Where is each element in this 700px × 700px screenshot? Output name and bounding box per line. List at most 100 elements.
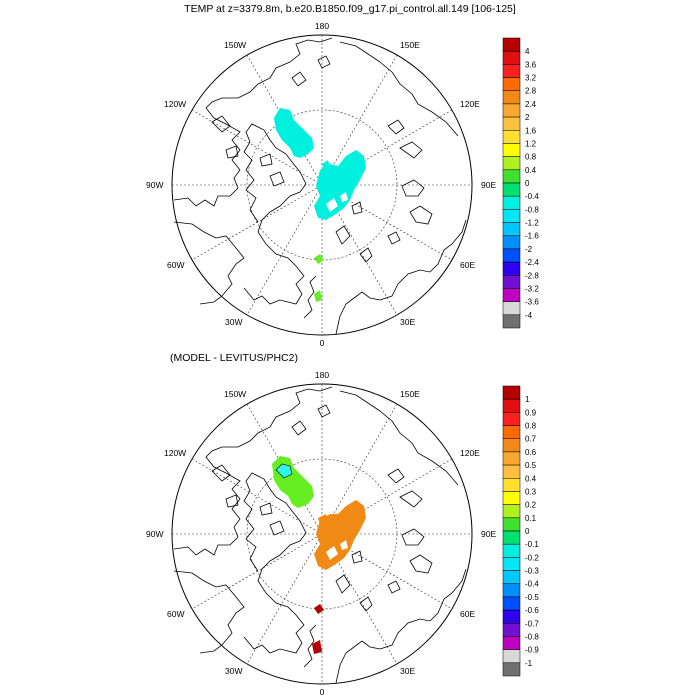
top-colorbar-swatch-6 (502, 116, 521, 131)
top-colorbar-swatch-3 (502, 77, 521, 91)
bottom-colorbar-swatch-21 (502, 662, 521, 677)
top-colorbar-swatch-17 (502, 261, 521, 276)
bottom-panel: (MODEL - LEVITUS/PHC2) (146, 352, 539, 697)
top-colorbar-label-11: -0.4 (525, 192, 539, 201)
top-lon-150e: 150E (400, 40, 420, 50)
top-colorbar-swatch-4 (502, 90, 521, 105)
bottom-patch-cyan-center (275, 463, 293, 479)
bottom-colorbar-swatch-1 (502, 398, 521, 413)
top-lon-labels: 180 0 90W 90E 150W 120W 150E 120E 60W 30… (146, 21, 496, 348)
top-colorbar-label-15: -2 (525, 245, 533, 254)
top-colorbar-swatch-7 (502, 130, 521, 144)
bottom-colorbar-swatch-20 (502, 649, 521, 664)
bottom-colorbar-swatch-10 (502, 517, 521, 532)
top-colorbar-label-10: 0 (525, 179, 530, 188)
bottom-colorbar-label-6: 0.4 (525, 474, 537, 483)
bottom-data-patches (272, 456, 366, 654)
top-colorbar-swatch-21 (502, 314, 521, 329)
bottom-colorbar-label-20: -1 (525, 659, 533, 668)
bottom-colorbar-label-12: -0.2 (525, 553, 539, 562)
bottom-colorbar-label-3: 0.7 (525, 435, 537, 444)
bottom-colorbar-swatch-7 (502, 478, 521, 492)
top-colorbar-swatch-2 (502, 64, 521, 78)
top-colorbar-swatch-20 (502, 301, 521, 316)
top-colorbar-label-12: -0.8 (525, 205, 539, 214)
bottom-lon-30e: 30E (400, 666, 415, 676)
bottom-lon-0: 0 (320, 687, 325, 697)
top-colorbar-swatch-18 (502, 275, 521, 289)
top-patch-white-hole-1 (326, 198, 338, 212)
bottom-lon-60w: 60W (167, 609, 184, 619)
top-colorbar-label-8: 0.8 (525, 153, 537, 162)
bottom-colorbar-swatch-16 (502, 596, 521, 611)
top-colorbar-label-4: 2.4 (525, 100, 537, 109)
top-lon-60e: 60E (460, 260, 475, 270)
bottom-colorbar-swatch-19 (502, 636, 521, 650)
bottom-colorbar-label-7: 0.3 (525, 487, 537, 496)
top-patch-green-1 (314, 254, 324, 264)
top-colorbar-swatch-5 (502, 103, 521, 118)
bottom-lon-90w: 90W (146, 529, 163, 539)
bottom-lon-150w: 150W (224, 389, 246, 399)
bottom-colorbar-swatch-13 (502, 557, 521, 571)
bottom-colorbar-label-10: 0 (525, 527, 530, 536)
top-colorbar-label-6: 1.6 (525, 126, 537, 135)
top-colorbar-swatch-15 (502, 235, 521, 250)
bottom-colorbar-swatch-5 (502, 451, 521, 466)
bottom-coastlines (173, 386, 467, 684)
bottom-colorbar-label-19: -0.9 (525, 646, 539, 655)
top-colorbar-swatch-0 (502, 37, 521, 52)
bottom-colorbar-label-1: 0.9 (525, 408, 537, 417)
bottom-colorbar-label-5: 0.5 (525, 461, 537, 470)
bottom-patch-darkred-2 (312, 640, 322, 654)
top-colorbar-swatch-12 (502, 195, 521, 210)
bottom-colorbar-swatch-17 (502, 609, 521, 624)
bottom-lon-120w: 120W (164, 448, 186, 458)
top-colorbar-swatch-19 (502, 288, 521, 302)
bottom-patch-white-hole-1 (326, 546, 338, 560)
top-lon-30e: 30E (400, 317, 415, 327)
bottom-colorbar-swatch-4 (502, 438, 521, 453)
top-patch-cyan-small (322, 160, 330, 170)
bottom-colorbar-swatch-15 (502, 583, 521, 598)
top-colorbar-label-9: 0.4 (525, 166, 537, 175)
top-coastlines (173, 37, 467, 335)
top-polar-map (171, 34, 473, 336)
bottom-colorbar-swatch-0 (502, 385, 521, 400)
bottom-colorbar-swatch-14 (502, 570, 521, 584)
top-lon-150w: 150W (224, 40, 246, 50)
bottom-patch-darkred-1 (314, 604, 324, 614)
top-lon-60w: 60W (167, 260, 184, 270)
top-colorbar-label-7: 1.2 (525, 139, 537, 148)
bottom-title: (MODEL - LEVITUS/PHC2) (170, 352, 298, 364)
top-patch-cyan-beaufort (274, 108, 314, 158)
top-lon-120e: 120E (460, 99, 480, 109)
top-colorbar-swatch-16 (502, 248, 521, 263)
top-colorbar: 4 3.6 3.2 2.8 2.4 2 1.6 1.2 0.8 0.4 0 -0.4 -0.8 -1.2 -… (502, 37, 539, 329)
bottom-colorbar-label-4: 0.6 (525, 448, 537, 457)
bottom-colorbar-label-9: 0.1 (525, 514, 537, 523)
top-colorbar-swatch-13 (502, 209, 521, 223)
top-lon-0: 0 (320, 338, 325, 348)
bottom-colorbar-label-0: 1 (525, 395, 530, 404)
bottom-polar-map (171, 383, 473, 685)
bottom-colorbar-label-8: 0.2 (525, 501, 537, 510)
bottom-colorbar-swatch-18 (502, 623, 521, 637)
top-colorbar-label-0: 4 (525, 47, 530, 56)
top-title: TEMP at z=3379.8m, b.e20.B1850.f09_g17.p… (184, 3, 516, 15)
bottom-lon-120e: 120E (460, 448, 480, 458)
top-colorbar-label-18: -3.2 (525, 284, 539, 293)
top-colorbar-label-13: -1.2 (525, 219, 539, 228)
top-colorbar-label-19: -3.6 (525, 298, 539, 307)
bottom-colorbar-label-13: -0.3 (525, 567, 539, 576)
top-lon-180: 180 (315, 21, 329, 31)
bottom-colorbar-label-16: -0.6 (525, 606, 539, 615)
bottom-lon-180: 180 (315, 370, 329, 380)
bottom-colorbar-label-11: -0.1 (525, 540, 539, 549)
bottom-colorbar-swatch-11 (502, 530, 521, 545)
top-colorbar-label-2: 3.2 (525, 74, 537, 83)
bottom-lon-labels: 180 0 90W 90E 150W 120W 150E 120E 60W 30… (146, 370, 496, 697)
bottom-colorbar-label-14: -0.4 (525, 580, 539, 589)
top-lon-120w: 120W (164, 99, 186, 109)
